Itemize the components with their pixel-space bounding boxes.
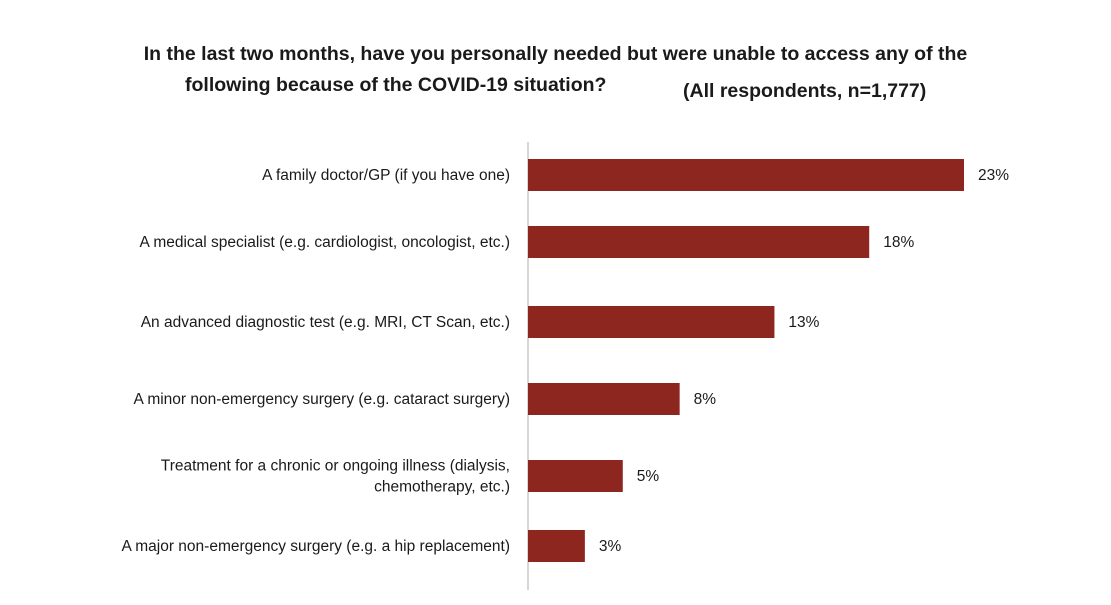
- category-label-5-line-1: Treatment for a chronic or ongoing illne…: [161, 458, 510, 475]
- data-label-5: 5%: [637, 468, 660, 485]
- category-label-1: A family doctor/GP (if you have one): [262, 167, 510, 184]
- chart-title-line-1: In the last two months, have you persona…: [143, 43, 968, 65]
- category-label-3: An advanced diagnostic test (e.g. MRI, C…: [141, 314, 510, 331]
- bar-5: [528, 460, 623, 492]
- bars-layer: 23% A family doctor/GP (if you have one) 1…: [121, 159, 1009, 562]
- bar-1: [528, 159, 964, 191]
- bar-4: [528, 383, 680, 415]
- data-label-3: 13%: [788, 314, 819, 331]
- category-label-5-line-2: chemotherapy, etc.): [374, 479, 510, 496]
- data-label-1: 23%: [978, 167, 1009, 184]
- chart-subtitle: (All respondents, n=1,777): [683, 80, 927, 102]
- data-label-4: 8%: [694, 391, 717, 408]
- data-label-2: 18%: [883, 234, 914, 251]
- data-label-6: 3%: [599, 538, 622, 555]
- bar-6: [528, 530, 585, 562]
- category-label-4: A minor non-emergency surgery (e.g. cata…: [134, 391, 510, 408]
- category-label-6: A major non-emergency surgery (e.g. a hi…: [121, 538, 510, 555]
- bar-2: [528, 226, 870, 258]
- chart-title-line-2: following because of the COVID-19 situat…: [185, 74, 607, 96]
- bar-3: [528, 306, 775, 338]
- category-label-2: A medical specialist (e.g. cardiologist,…: [140, 234, 510, 251]
